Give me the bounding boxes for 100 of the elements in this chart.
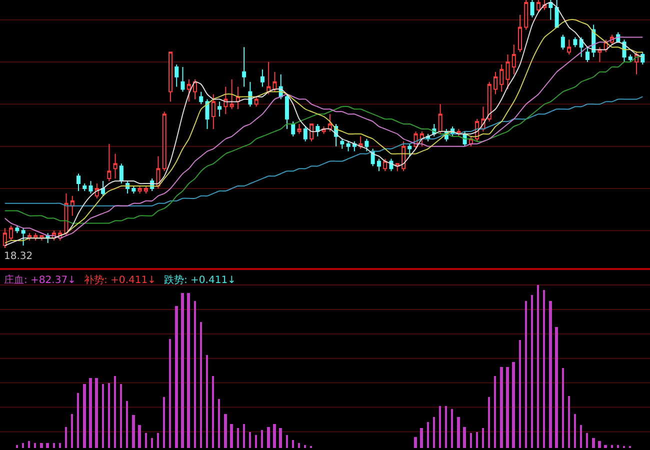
bar	[586, 433, 588, 448]
bar	[126, 401, 128, 448]
bar	[114, 376, 116, 448]
candlestick	[113, 153, 118, 180]
candlestick	[291, 121, 296, 137]
bar	[519, 340, 521, 448]
bar	[53, 443, 55, 448]
candlestick	[260, 68, 264, 88]
candlestick	[76, 173, 80, 192]
candlestick	[493, 71, 498, 95]
candlestick	[567, 39, 572, 56]
bar	[298, 443, 300, 448]
candlestick	[376, 158, 381, 172]
bar	[525, 301, 527, 448]
bar	[163, 397, 165, 448]
bar	[169, 339, 171, 448]
bar	[427, 422, 429, 448]
candlestick	[560, 34, 565, 50]
candlestick	[266, 62, 271, 95]
bar	[108, 383, 110, 448]
candlestick	[21, 228, 26, 246]
bar	[187, 293, 190, 448]
bar	[132, 415, 135, 448]
bar	[617, 445, 619, 448]
bar	[506, 367, 509, 448]
candlestick	[88, 180, 93, 194]
candlestick	[303, 126, 308, 142]
bar	[420, 428, 423, 448]
candlestick	[224, 86, 228, 115]
bar	[531, 295, 533, 448]
candlestick	[193, 78, 197, 100]
candlestick	[438, 104, 442, 134]
candlestick	[554, 0, 559, 28]
bar	[457, 417, 460, 448]
bar	[433, 417, 435, 448]
candlestick	[598, 46, 602, 62]
bar	[512, 362, 515, 448]
bar	[549, 301, 552, 448]
bar	[445, 406, 447, 448]
bar	[463, 427, 466, 448]
candlestick	[548, 0, 553, 20]
candlestick	[328, 114, 332, 132]
bar	[71, 414, 73, 448]
bar	[439, 406, 441, 448]
candlestick	[284, 94, 289, 130]
bar	[181, 293, 184, 448]
candlestick	[168, 52, 172, 102]
candlestick	[512, 44, 516, 75]
bar	[59, 443, 61, 448]
bar	[206, 355, 208, 448]
candlestick	[401, 140, 406, 172]
bar	[414, 437, 417, 448]
bar	[200, 322, 202, 448]
candlestick	[205, 98, 210, 130]
bar	[470, 433, 472, 448]
bar	[89, 378, 92, 448]
bar	[537, 285, 539, 448]
bar	[138, 425, 141, 448]
bar	[598, 441, 601, 448]
candlestick	[230, 78, 234, 110]
bar	[267, 427, 270, 448]
bar	[230, 424, 233, 448]
bar	[237, 428, 239, 448]
bar	[451, 409, 453, 448]
candlestick	[420, 130, 424, 147]
bar	[145, 433, 147, 448]
candlestick	[500, 64, 504, 92]
bar	[488, 397, 490, 448]
candlestick	[15, 225, 20, 234]
text: 18.32	[4, 251, 33, 262]
text: 补势: +0.411↓	[84, 274, 156, 286]
bar	[286, 435, 288, 448]
bar	[574, 414, 576, 448]
candlestick	[70, 195, 74, 216]
candlestick	[132, 186, 136, 194]
bar	[292, 440, 294, 448]
text: 庄血: +82.37↓	[4, 274, 76, 286]
bar	[500, 367, 503, 448]
candlestick	[340, 138, 344, 150]
candlestick	[573, 36, 578, 48]
candlestick	[346, 140, 350, 152]
bar	[261, 430, 263, 448]
bar	[304, 445, 306, 448]
bar	[102, 384, 104, 448]
candlestick	[352, 140, 356, 152]
candlestick	[383, 158, 388, 172]
bar	[120, 384, 122, 448]
candlestick	[82, 183, 87, 192]
bar	[580, 425, 582, 448]
bar	[95, 378, 98, 448]
bar	[279, 428, 282, 448]
candlestick	[585, 46, 590, 62]
candlestick	[579, 36, 584, 58]
bar	[224, 414, 227, 448]
bar	[562, 368, 564, 448]
candlestick	[199, 91, 204, 105]
candlestick	[640, 52, 645, 65]
candlestick	[506, 54, 510, 90]
candlestick	[211, 94, 216, 130]
candlestick	[242, 46, 246, 88]
